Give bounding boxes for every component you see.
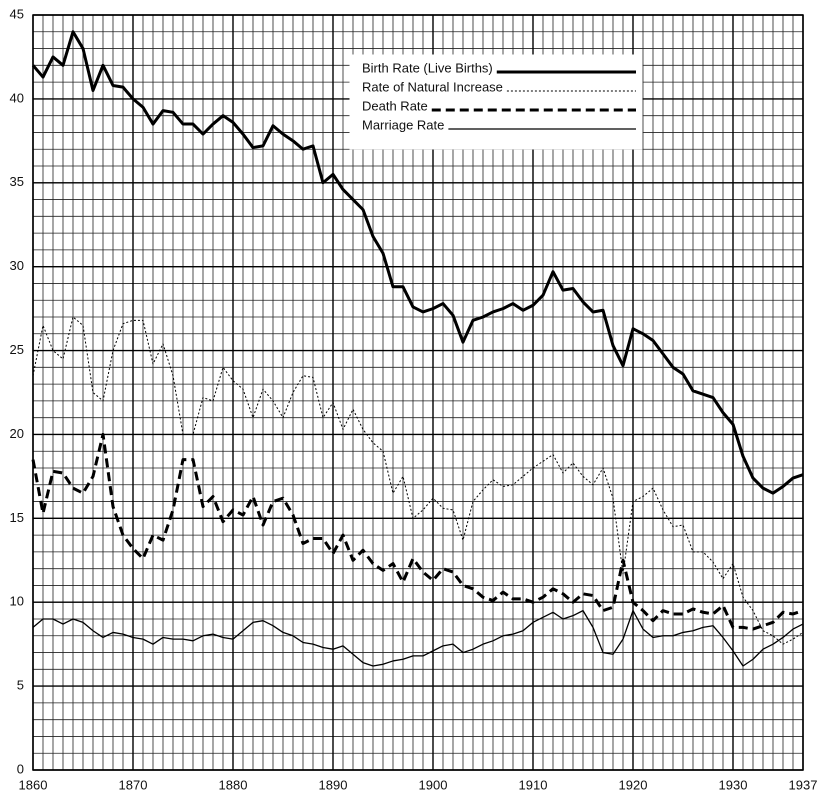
series-line bbox=[32, 316, 804, 645]
y-tick-label: 35 bbox=[10, 174, 24, 189]
x-tick-label: 1910 bbox=[519, 777, 548, 792]
y-tick-label: 25 bbox=[10, 342, 24, 357]
y-tick-label: 10 bbox=[10, 594, 24, 609]
y-tick-label: 40 bbox=[10, 90, 24, 105]
y-tick-label: 20 bbox=[10, 426, 24, 441]
x-tick-label: 1880 bbox=[219, 777, 248, 792]
y-tick-label: 5 bbox=[17, 678, 24, 693]
series-line bbox=[31, 432, 804, 631]
legend-label: Marriage Rate bbox=[362, 117, 444, 132]
y-tick-label: 15 bbox=[10, 510, 24, 525]
x-tick-label: 1930 bbox=[719, 777, 748, 792]
x-tick-label: 1900 bbox=[419, 777, 448, 792]
legend-label: Birth Rate (Live Births) bbox=[362, 60, 493, 75]
x-tick-label: 1937 bbox=[789, 777, 818, 792]
x-tick-label: 1890 bbox=[319, 777, 348, 792]
y-tick-label: 30 bbox=[10, 258, 24, 273]
axes: 0 5 10 15 20 25 30 35 40 45 1860 1870 1880 1890 1900 19… bbox=[10, 6, 818, 792]
legend: Birth Rate (Live Births) Rate of Natural … bbox=[349, 54, 643, 150]
y-tick-label: 45 bbox=[10, 6, 24, 21]
legend-label: Rate of Natural Increase bbox=[362, 79, 503, 94]
series bbox=[31, 30, 804, 667]
series-line bbox=[31, 30, 804, 495]
plot-frame bbox=[32, 14, 804, 771]
legend-label: Death Rate bbox=[362, 98, 428, 113]
y-tick-label: 0 bbox=[17, 761, 24, 776]
x-tick-label: 1870 bbox=[119, 777, 148, 792]
x-tick-label: 1920 bbox=[619, 777, 648, 792]
x-tick-label: 1860 bbox=[19, 777, 48, 792]
series-line bbox=[32, 609, 804, 667]
